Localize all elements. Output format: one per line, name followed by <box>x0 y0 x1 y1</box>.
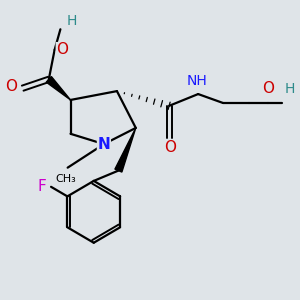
Text: F: F <box>37 179 46 194</box>
Polygon shape <box>46 76 70 100</box>
Text: H: H <box>285 82 296 96</box>
Polygon shape <box>115 128 136 172</box>
Text: O: O <box>165 140 177 155</box>
Text: O: O <box>56 42 68 57</box>
Text: N: N <box>98 136 110 152</box>
Text: CH₃: CH₃ <box>56 174 76 184</box>
Text: O: O <box>5 79 17 94</box>
Text: NH: NH <box>186 74 207 88</box>
Text: H: H <box>66 14 76 28</box>
Text: O: O <box>262 81 274 96</box>
